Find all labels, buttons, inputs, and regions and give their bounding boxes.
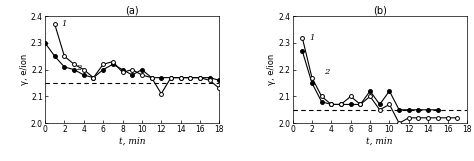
Y-axis label: γ, e/ion: γ, e/ion	[267, 54, 276, 85]
Text: 1: 1	[309, 33, 314, 42]
X-axis label: t, min: t, min	[366, 136, 393, 145]
X-axis label: t, min: t, min	[119, 136, 146, 145]
Title: (a): (a)	[126, 5, 139, 15]
Text: 1: 1	[62, 20, 67, 28]
Title: (b): (b)	[373, 5, 387, 15]
Text: 2: 2	[76, 64, 82, 72]
Y-axis label: γ, e/ion: γ, e/ion	[20, 54, 29, 85]
Text: 2: 2	[324, 68, 329, 76]
